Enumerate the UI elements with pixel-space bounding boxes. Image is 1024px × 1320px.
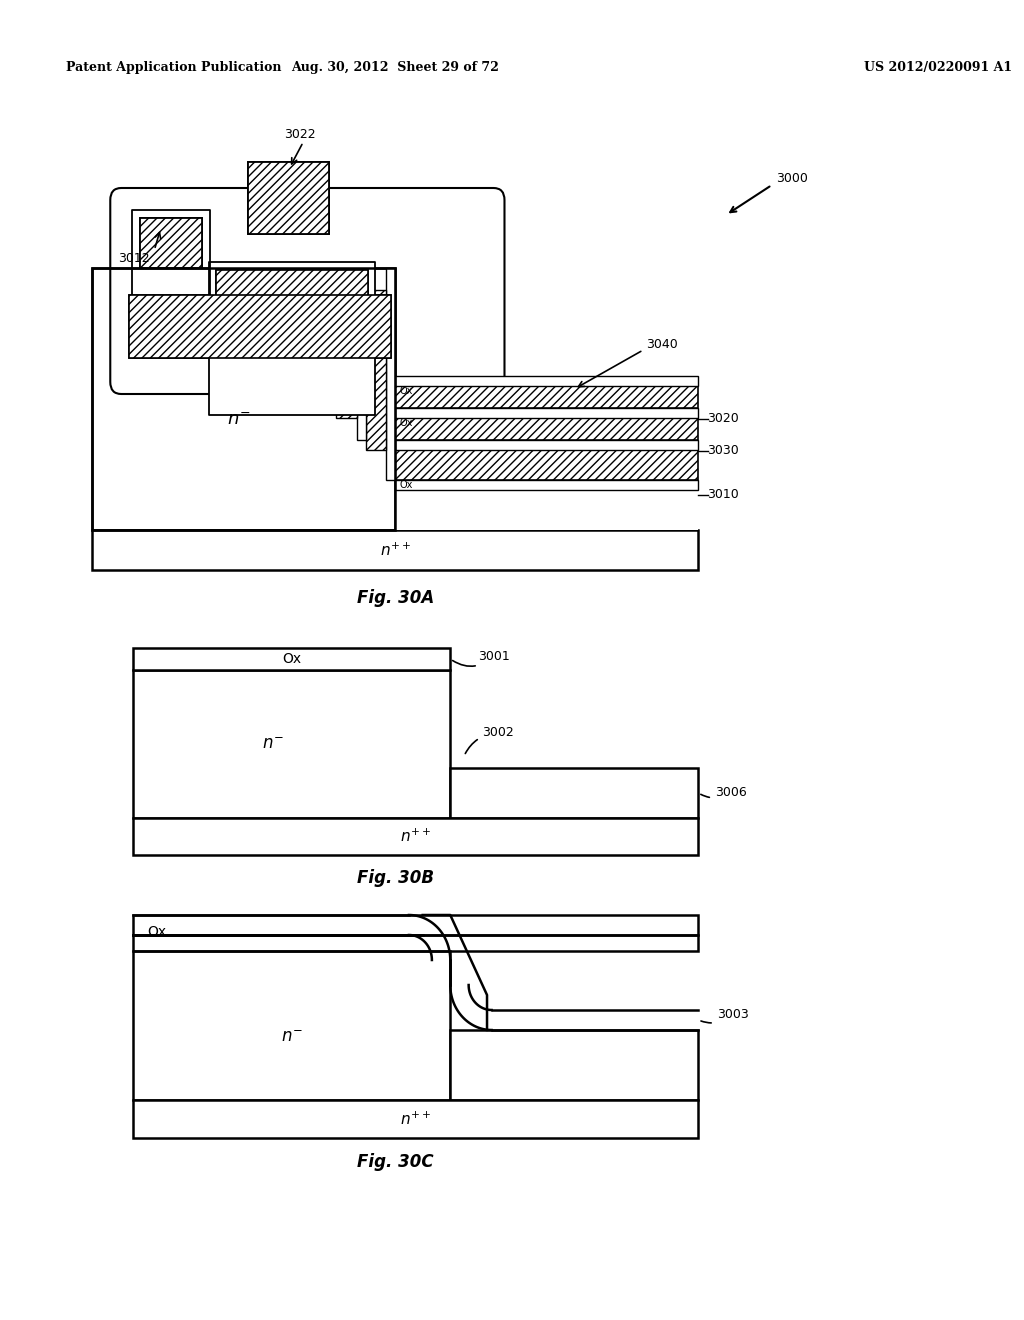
Bar <box>133 648 451 671</box>
Text: Ox: Ox <box>399 385 413 396</box>
Text: Ox: Ox <box>283 652 301 667</box>
Bar <box>139 218 202 268</box>
Text: 3002: 3002 <box>465 726 514 754</box>
Bar <box>133 818 698 855</box>
Bar <box>92 268 395 531</box>
Text: 3006: 3006 <box>700 787 746 800</box>
Text: Ox: Ox <box>399 418 413 428</box>
Text: 3000: 3000 <box>776 172 808 185</box>
Text: 3010: 3010 <box>708 488 739 502</box>
Text: Fig. 30B: Fig. 30B <box>356 869 433 887</box>
Text: 3030: 3030 <box>708 445 739 458</box>
Bar <box>248 162 329 234</box>
Bar <box>451 1030 698 1100</box>
Bar <box>139 218 202 268</box>
Bar <box>395 450 698 480</box>
Text: Ox: Ox <box>147 925 166 939</box>
Bar <box>129 294 390 358</box>
Text: 3020: 3020 <box>708 412 739 425</box>
Text: $n^{-}$: $n^{-}$ <box>227 411 251 429</box>
Bar <box>395 385 698 408</box>
Bar <box>386 268 395 480</box>
Bar <box>451 768 698 818</box>
Text: 3012: 3012 <box>118 252 150 264</box>
Bar <box>248 162 329 234</box>
Text: Aug. 30, 2012  Sheet 29 of 72: Aug. 30, 2012 Sheet 29 of 72 <box>291 62 499 74</box>
Bar <box>395 490 698 531</box>
Text: 3040: 3040 <box>646 338 678 351</box>
Text: $n^{++}$: $n^{++}$ <box>400 828 431 845</box>
Bar <box>216 271 368 355</box>
Text: 3001: 3001 <box>453 649 510 667</box>
Text: Ox: Ox <box>399 480 413 490</box>
Text: 3022: 3022 <box>284 128 315 141</box>
Text: Fig. 30C: Fig. 30C <box>356 1152 433 1171</box>
Bar <box>133 915 698 935</box>
Bar <box>395 418 698 440</box>
Text: US 2012/0220091 A1: US 2012/0220091 A1 <box>864 62 1012 74</box>
Bar <box>216 271 368 355</box>
Text: $n^{-}$: $n^{-}$ <box>262 735 285 752</box>
Bar <box>92 268 395 531</box>
Text: $n^{++}$: $n^{++}$ <box>400 1110 431 1127</box>
Bar <box>395 480 698 490</box>
Text: $n^{++}$: $n^{++}$ <box>380 541 411 558</box>
Bar <box>133 1100 698 1138</box>
Bar <box>395 408 698 418</box>
Bar <box>92 531 698 570</box>
Text: Fig. 30A: Fig. 30A <box>356 589 434 607</box>
Bar <box>395 376 698 385</box>
Bar <box>307 370 327 385</box>
Text: 3003: 3003 <box>701 1008 749 1023</box>
Text: $n^{-}$: $n^{-}$ <box>281 1028 303 1047</box>
Bar <box>327 350 336 408</box>
Bar <box>395 440 698 450</box>
Bar <box>132 210 210 306</box>
Bar <box>209 261 375 414</box>
Bar <box>133 671 451 818</box>
Bar <box>129 294 390 358</box>
Bar <box>133 935 698 950</box>
Bar <box>336 330 356 418</box>
Bar <box>133 950 451 1100</box>
Text: Patent Application Publication: Patent Application Publication <box>67 62 282 74</box>
Bar <box>366 290 386 450</box>
Bar <box>356 310 366 440</box>
